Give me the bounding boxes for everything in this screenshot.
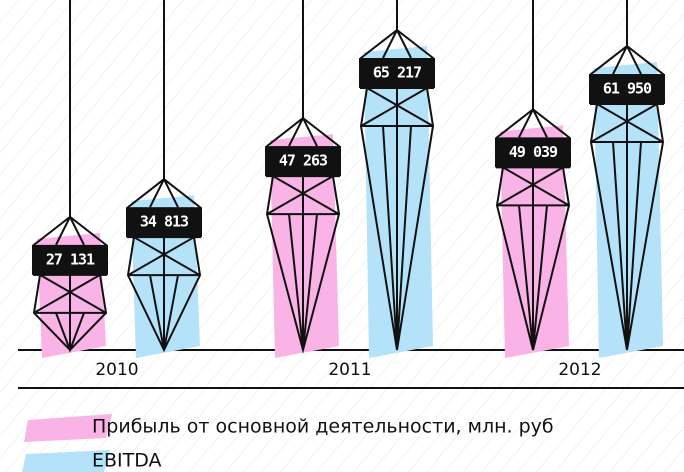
value-label: 61 950 bbox=[603, 80, 652, 98]
value-label: 47 263 bbox=[279, 152, 328, 170]
value-label: 65 217 bbox=[373, 64, 421, 82]
legend-label: Прибыль от основной деятельности, млн. р… bbox=[92, 416, 554, 438]
x-tick-label: 2010 bbox=[95, 360, 138, 380]
x-tick-label: 2011 bbox=[328, 360, 371, 380]
legend-label: EBITDA bbox=[92, 450, 162, 472]
bar: 65 217 bbox=[359, 0, 435, 358]
x-tick-label: 2012 bbox=[558, 360, 601, 380]
value-label: 27 131 bbox=[46, 250, 95, 268]
value-label: 34 813 bbox=[140, 213, 189, 231]
chart: 27 131 34 813 47 263 65 217 49 039 61 950 При… bbox=[0, 0, 684, 472]
background bbox=[0, 0, 684, 472]
value-label: 49 039 bbox=[509, 143, 558, 161]
